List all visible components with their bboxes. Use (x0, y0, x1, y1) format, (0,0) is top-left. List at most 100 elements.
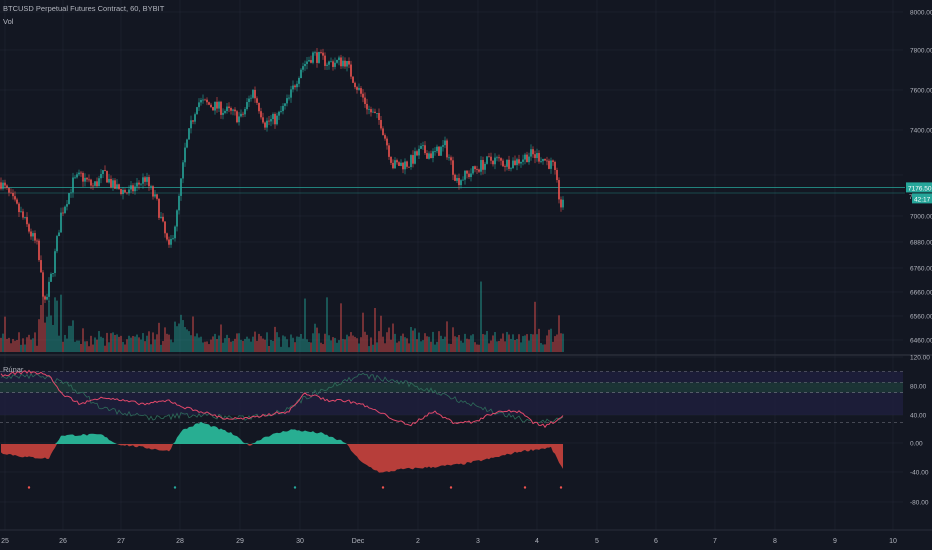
volume-bar (186, 329, 188, 352)
overbought-band (0, 382, 903, 393)
price-tick-label: 6880.00 (910, 240, 932, 247)
candle-body (360, 88, 362, 94)
candle-body (256, 98, 258, 103)
candle-body (292, 85, 294, 90)
volume-bar (492, 335, 494, 352)
candle-body (486, 156, 488, 164)
candle-body (34, 233, 36, 241)
volume-bar (330, 340, 332, 352)
volume-bar (356, 338, 358, 352)
candle-body (124, 189, 126, 193)
candle-body (462, 179, 464, 181)
volume-bar (544, 344, 546, 352)
candle-body (134, 186, 136, 192)
volume-bar (500, 338, 502, 352)
candle-body (140, 183, 142, 185)
volume-bar (50, 315, 52, 352)
candle-body (496, 157, 498, 159)
volume-bar (312, 333, 314, 352)
candle-body (556, 169, 558, 181)
volume-bar (358, 343, 360, 352)
volume-bar (518, 334, 520, 352)
candle-body (246, 102, 248, 110)
candle-body (62, 212, 64, 214)
time-tick-label: Dec (352, 538, 365, 545)
candle-body (478, 169, 480, 172)
volume-bar (418, 332, 420, 352)
candle-body (2, 182, 4, 189)
price-tick-label: 7000.00 (910, 214, 932, 221)
candle-body (320, 51, 322, 53)
volume-bar (344, 339, 346, 352)
volume-bar (452, 327, 454, 352)
volume-bar (220, 324, 222, 352)
volume-bar (80, 343, 82, 352)
volume-bar (508, 334, 510, 352)
candle-body (390, 156, 392, 163)
volume-bar (262, 338, 264, 352)
volume-bar (432, 331, 434, 352)
candle-body (456, 178, 458, 181)
volume-bar (362, 312, 364, 352)
volume-bar (202, 342, 204, 352)
volume-bar (20, 344, 22, 352)
candle-body (534, 154, 536, 159)
indicator-tick-label: 40.00 (910, 413, 927, 420)
candle-body (336, 59, 338, 63)
candle-body (40, 260, 42, 273)
volume-bar (214, 333, 216, 352)
candle-body (258, 102, 260, 112)
candle-body (396, 160, 398, 163)
last-price-tag (906, 182, 932, 193)
candle-body (242, 113, 244, 115)
volume-bar (48, 300, 50, 352)
volume-bar (170, 339, 172, 352)
candle-body (468, 173, 470, 178)
time-tick-label: 6 (654, 538, 658, 545)
volume-bar (352, 335, 354, 352)
candle-body (350, 64, 352, 77)
candle-body (114, 180, 116, 189)
candle-body (252, 89, 254, 98)
candle-body (448, 157, 450, 159)
candle-body (84, 177, 86, 182)
candle-body (36, 240, 38, 242)
volume-bar (276, 332, 278, 352)
candle-body (262, 117, 264, 123)
volume-bar (142, 333, 144, 352)
price-axis[interactable]: 8000.00 7800.00 7600.00 7400.00 7000.00 6880.… (909, 10, 932, 507)
volume-bar (36, 345, 38, 352)
volume-bar (422, 340, 424, 352)
candle-body (132, 185, 134, 192)
volume-bar (10, 343, 12, 352)
volume-bar (60, 294, 62, 352)
candle-body (272, 113, 274, 120)
volume-bar (12, 338, 14, 352)
volume-bar (532, 334, 534, 352)
time-axis[interactable]: 25 26 27 28 29 30 Dec 2 3 4 5 6 7 8 9 10 (0, 529, 932, 545)
candle-body (400, 162, 402, 166)
volume-bar (290, 334, 292, 352)
candle-body (356, 87, 358, 90)
volume-bar (78, 340, 80, 352)
candle-body (474, 166, 476, 170)
candle-body (14, 196, 16, 200)
candle-body (536, 153, 538, 159)
volume-bar (8, 337, 10, 352)
volume-bar (260, 336, 262, 352)
volume-bar (178, 323, 180, 352)
candle-body (186, 139, 188, 148)
volume-bar (150, 344, 152, 352)
candle-body (220, 101, 222, 115)
candle-body (70, 192, 72, 194)
volume-bar (308, 341, 310, 352)
volume-bar (210, 339, 212, 352)
volume-bar (250, 341, 252, 352)
volume-bar (244, 338, 246, 352)
candle-body (558, 180, 560, 200)
indicator-band (0, 371, 903, 415)
volume-bar (370, 337, 372, 352)
candle-body (494, 157, 496, 165)
volume-bar (556, 334, 558, 352)
